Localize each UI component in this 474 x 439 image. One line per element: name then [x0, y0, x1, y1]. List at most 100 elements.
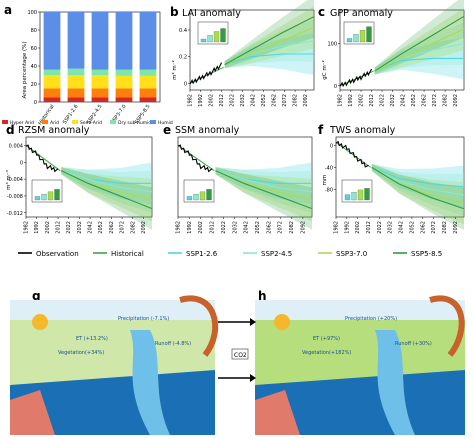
observation-line	[339, 68, 373, 88]
panel-g-illustration: Precipitation (-7.1%) ET (+13.2%) Runoff…	[10, 295, 219, 435]
x-tick-label: 2062	[266, 221, 272, 234]
x-tick-label: 1992	[34, 221, 40, 234]
panel-d-title: RZSM anomaly	[18, 125, 90, 136]
bar-segment	[139, 88, 157, 98]
scenario-line	[224, 16, 315, 66]
x-tick-label: 2092	[141, 221, 147, 234]
bar-segment	[43, 69, 61, 75]
x-tick-label: 2002	[355, 221, 361, 234]
x-tick-label: 1982	[176, 221, 182, 234]
x-tick-label: 2042	[88, 221, 94, 234]
bar-segment	[43, 12, 61, 70]
bar-segment	[91, 88, 109, 98]
co2-badge	[231, 348, 249, 360]
bar-segment	[115, 69, 133, 76]
inset-bar	[200, 38, 207, 43]
bar-segment	[67, 12, 85, 69]
panel-f-ylabel: mm	[322, 175, 328, 186]
panel-letter-d: d	[6, 123, 15, 137]
x-tick-label: 2032	[390, 94, 396, 107]
legend-label: SSP5-8.5	[411, 250, 442, 258]
inset-bar	[47, 191, 54, 201]
x-tick-label: 1992	[187, 221, 193, 234]
scenario-legend: Observation Historical SSP1-2.6 SSP2-4.5 SSP…	[18, 250, 442, 258]
scenario-line	[224, 26, 315, 66]
inset-bar-chart	[183, 179, 215, 203]
legend-label: Historical	[111, 250, 144, 258]
observation-line	[335, 140, 369, 168]
x-tick-label: 2052	[255, 221, 261, 234]
inset-bar-chart	[343, 21, 375, 45]
bar-segment	[139, 69, 157, 76]
bar-segment	[43, 97, 61, 102]
panel-h-illustration: Precipitation (+20%) ET (+97%) Runoff (+…	[231, 295, 465, 435]
x-tick-label: 1982	[338, 94, 344, 107]
inset-bar-chart	[341, 179, 373, 203]
uncertainty-band	[374, 7, 464, 75]
y-tick-label: -40	[325, 165, 333, 171]
legend-humid: Humid	[158, 120, 173, 126]
inset-bar	[186, 196, 193, 201]
panel-a-ytick-label: 80	[31, 28, 37, 34]
y-tick-label: 0	[330, 143, 333, 149]
panel-b-title: LAI anomaly	[182, 8, 241, 19]
panel-e-chart: 1982 1992 2002 2012 2022 2032 2042 2052 2062 2072…	[176, 136, 313, 234]
panel-c-ylabel: gC m⁻²	[321, 60, 328, 80]
x-tick-label: 2042	[399, 221, 405, 234]
x-tick-label: 2002	[359, 94, 365, 107]
x-tick-label: 2072	[278, 221, 284, 234]
panel-a-ylabel: Area percentage (%)	[22, 42, 28, 99]
legend-hyper-arid: Hyper Arid	[10, 120, 34, 126]
arrow-curve-h	[429, 295, 465, 357]
x-tick-label: 1992	[344, 221, 350, 234]
x-tick-label: 2012	[366, 221, 372, 234]
panel-letter-f: f	[318, 123, 324, 137]
bar-segment	[115, 75, 133, 89]
inset-bar	[346, 38, 353, 43]
bar-segment	[139, 12, 157, 70]
x-tick-label: 2022	[230, 94, 236, 107]
h-et-label: ET (+97%)	[313, 336, 340, 342]
scenario-line	[374, 15, 465, 72]
g-runoff-label: Runoff (-4.8%)	[155, 341, 191, 347]
x-tick-label: 2092	[453, 221, 459, 234]
uncertainty-band	[61, 167, 152, 222]
panel-e-title: SSM anomaly	[175, 125, 240, 136]
uncertainty-band	[371, 163, 464, 230]
plot-frame	[335, 136, 465, 218]
sun-icon-h	[274, 314, 290, 330]
panel-a-ytick-label: 40	[31, 64, 37, 70]
inset-bar	[359, 30, 366, 43]
x-tick-label: 2012	[369, 94, 375, 107]
scenario-line	[371, 166, 465, 210]
inset-bar	[364, 188, 370, 201]
x-tick-label: 1982	[24, 221, 30, 234]
h-precip-label: Precipitation (+20%)	[345, 316, 397, 322]
panel-c-title: GPP anomaly	[330, 8, 393, 19]
y-tick-label: 0	[334, 84, 337, 90]
co2-label: CO2	[234, 352, 247, 359]
x-tick-label: 2032	[240, 94, 246, 107]
inset-bar-chart	[31, 179, 63, 203]
x-tick-label: 2082	[442, 221, 448, 234]
x-tick-label: 2062	[109, 221, 115, 234]
x-tick-label: 2032	[388, 221, 394, 234]
panel-c-chart: 1982 1992 2002 2012 2022 2032 2042 2052 2062 2072…	[327, 0, 465, 107]
river-shape-h	[375, 330, 415, 435]
uncertainty-band	[224, 0, 314, 69]
panel-f-title: TWS anomaly	[329, 125, 396, 136]
plot-frame	[25, 136, 153, 218]
x-tick-label: 2062	[422, 94, 428, 107]
x-tick-label: 2042	[251, 94, 257, 107]
bar-segment	[67, 68, 85, 75]
x-tick-label: 2052	[409, 221, 415, 234]
panel-f-chart: 1982 1992 2002 2012 2022 2032 2042 2052 2062 2072…	[325, 136, 465, 234]
scenario-line	[371, 166, 465, 196]
panel-d-ylabel: m³ m⁻³	[5, 170, 12, 190]
uncertainty-band	[61, 167, 152, 213]
bar-segment	[91, 69, 109, 75]
sun-icon	[32, 314, 48, 330]
x-tick-label: 2002	[198, 221, 204, 234]
bar-segment	[91, 75, 109, 89]
